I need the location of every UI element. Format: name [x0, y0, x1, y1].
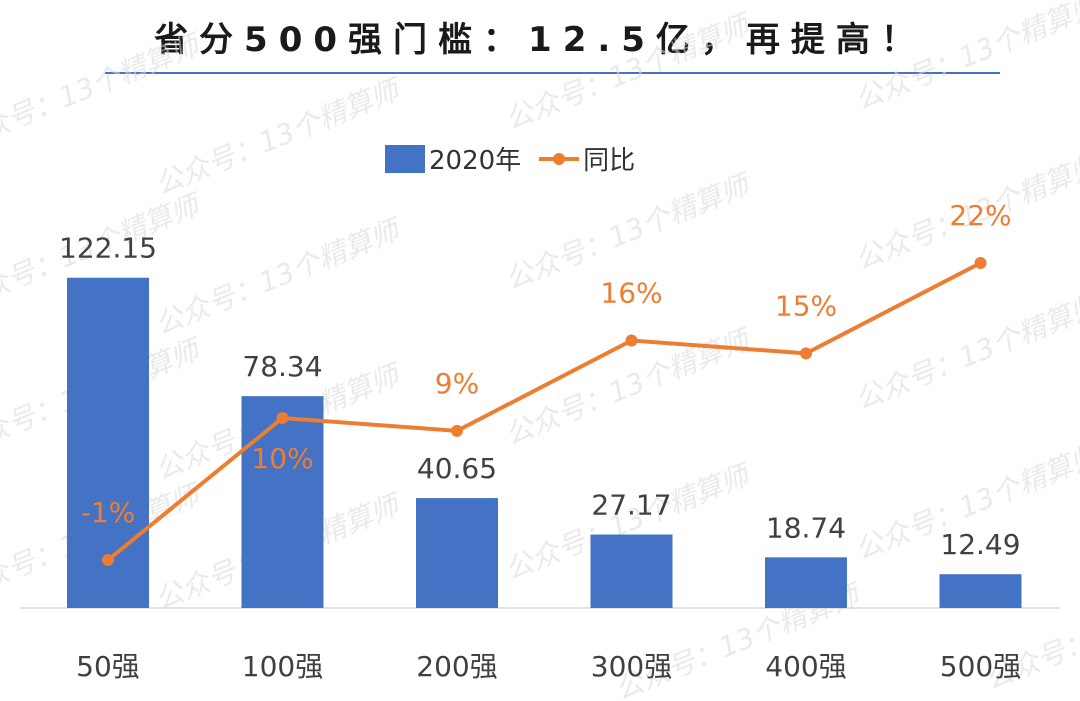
bar-series — [67, 277, 1022, 608]
legend-bar-swatch — [385, 144, 425, 173]
watermark-text: 公众号：13个精算师 — [500, 7, 758, 137]
legend-item-line: 同比 — [539, 140, 635, 177]
legend-bar-label: 2020年 — [429, 146, 522, 176]
watermark-text: 公众号：13个精算师 — [850, 0, 1080, 116]
watermark-text: 公众号：13个精算师 — [150, 212, 408, 342]
chart-title: 省分500强门槛：12.5亿，再提高！ — [154, 20, 926, 60]
x-tick-label: 500强 — [940, 650, 1021, 683]
bar-value-label: 122.15 — [59, 232, 157, 265]
x-tick-label: 300强 — [591, 650, 672, 683]
line-series — [102, 257, 987, 566]
line-point — [451, 424, 463, 437]
legend-line-swatch — [539, 145, 580, 173]
bar — [67, 277, 149, 608]
bar-value-label: 27.17 — [591, 489, 671, 522]
bar — [416, 498, 498, 608]
bar-value-labels: 122.15 78.34 40.65 27.17 18.74 12.49 — [59, 232, 1021, 562]
bar-value-label: 40.65 — [417, 452, 497, 485]
line-point — [102, 554, 114, 566]
legend-line-label: 同比 — [583, 146, 636, 176]
line-value-label: -1% — [81, 496, 136, 529]
line-point — [625, 334, 638, 347]
line-point — [276, 411, 289, 424]
line-value-label: 10% — [251, 442, 313, 475]
bar — [590, 534, 673, 608]
watermark-text: 公众号：13个精算师 — [0, 27, 208, 157]
x-tick-label: 100强 — [242, 650, 323, 683]
legend: 2020年 同比 — [385, 140, 653, 177]
bar — [241, 396, 324, 608]
line-path — [106, 261, 982, 562]
x-tick-label: 200强 — [416, 650, 497, 683]
line-value-label: 22% — [949, 199, 1011, 232]
bar — [939, 574, 1022, 608]
title-underline — [105, 72, 1000, 74]
bar — [765, 557, 847, 608]
bar-value-label: 18.74 — [766, 511, 846, 544]
bar-value-label: 12.49 — [940, 528, 1020, 561]
x-tick-label: 400强 — [765, 650, 846, 683]
line-value-label: 15% — [775, 289, 837, 322]
watermark-text: 公众号：13个精算师 — [850, 287, 1080, 417]
line-value-labels: -1% 10% 9% 16% 15% 22% — [81, 199, 1012, 529]
bar-value-label: 78.34 — [242, 350, 322, 383]
legend-item-bar: 2020年 — [385, 140, 521, 177]
line-value-label: 16% — [600, 276, 662, 309]
line-value-label: 9% — [435, 367, 479, 400]
line-point — [974, 257, 987, 269]
x-tick-label: 50强 — [76, 650, 140, 683]
x-axis-tick-labels: 50强 100强 200强 300强 400强 500强 — [76, 650, 1021, 683]
watermark-text: 公众号：13个精算师 — [150, 72, 408, 202]
line-point — [800, 347, 812, 360]
